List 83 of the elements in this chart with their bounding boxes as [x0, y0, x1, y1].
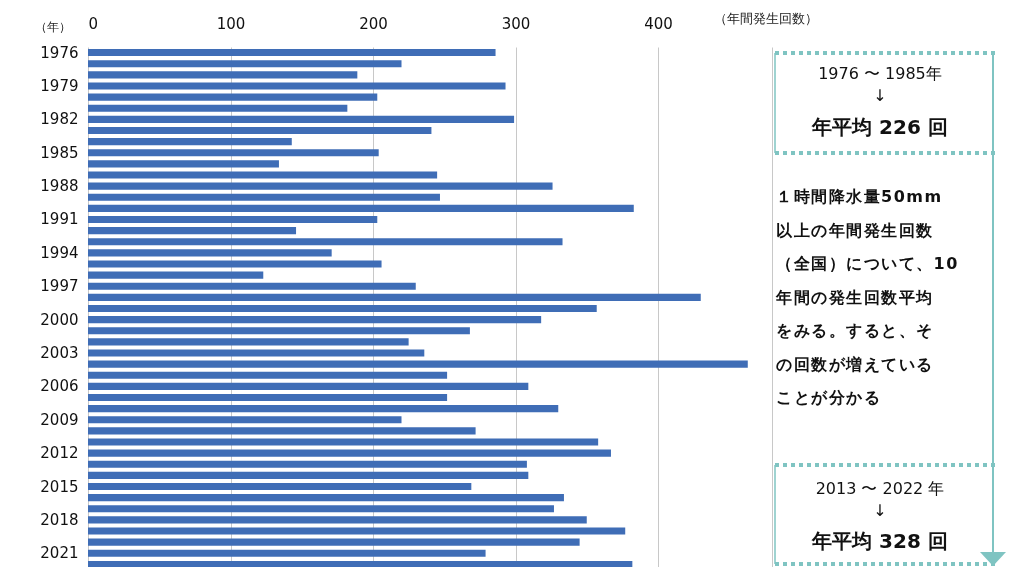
bar: [88, 460, 527, 468]
bar: [88, 49, 496, 57]
bar: [88, 327, 470, 335]
bar: [88, 360, 748, 368]
bar: [88, 238, 563, 246]
x-axis-title: （年間発生回数）: [713, 10, 818, 26]
bar: [88, 549, 486, 557]
y-tick-label: 2021: [40, 544, 79, 563]
bar: [88, 260, 382, 268]
y-tick-label: 2015: [40, 477, 79, 496]
bar: [88, 371, 448, 379]
bar: [88, 505, 554, 513]
bar: [88, 215, 378, 224]
bar: [88, 182, 553, 190]
text: 2013 〜 2022 年: [814, 479, 946, 500]
text: 年平均 226 回: [810, 114, 949, 141]
y-tick-label: 1979: [40, 76, 79, 95]
x-tick-label: 200: [359, 14, 388, 33]
y-tick-label: 1988: [40, 177, 79, 196]
bar: [88, 93, 378, 101]
x-tick-label: 100: [216, 14, 246, 33]
y-tick-label: 1994: [40, 243, 79, 262]
bar: [88, 115, 515, 123]
bar: [88, 449, 611, 457]
bar: [88, 382, 529, 390]
y-tick-label: 1985: [40, 143, 79, 162]
bar: [88, 393, 448, 402]
bar: [88, 204, 634, 212]
text: 年平均 328 回: [810, 528, 949, 555]
bar: [88, 438, 599, 446]
text: ↓: [872, 86, 888, 105]
bar: [88, 282, 416, 290]
y-tick-label: 1997: [40, 277, 79, 296]
bar: [88, 249, 332, 257]
bar: [88, 160, 279, 168]
bar: [88, 349, 425, 357]
bar: [88, 560, 633, 567]
x-tick-label: 0: [88, 14, 99, 33]
y-axis-title: （年）: [34, 19, 71, 34]
bar: [88, 227, 297, 235]
bar: [88, 416, 402, 424]
y-tick-label: 1982: [40, 110, 79, 129]
bar: [88, 104, 348, 112]
bar: [88, 471, 529, 479]
y-tick-label: 1991: [40, 210, 79, 229]
bar: [88, 338, 409, 346]
y-tick-label: 2012: [40, 444, 79, 463]
bar: [88, 538, 580, 546]
text: １時間降水量50mm: [776, 187, 943, 208]
text: ↓: [872, 501, 888, 520]
bar: [88, 126, 432, 135]
x-tick-label: 300: [501, 14, 531, 33]
bar: [88, 193, 440, 201]
text: をみる。すると、そ: [776, 321, 934, 342]
bar: [88, 293, 701, 301]
y-tick-label: 2003: [40, 344, 79, 363]
bar: [88, 405, 559, 413]
bar: [88, 427, 476, 435]
bar: [88, 516, 587, 524]
bar: [88, 527, 626, 535]
bar: [88, 71, 358, 79]
bar: [88, 494, 564, 502]
text: 以上の年間発生回数: [776, 220, 934, 242]
y-tick-label: 2018: [40, 510, 79, 529]
bar: [88, 138, 292, 146]
x-tick-label: 400: [644, 14, 673, 33]
y-tick-label: 2000: [40, 310, 79, 329]
bar: [88, 482, 472, 491]
y-tick-label: 1976: [40, 43, 79, 62]
bar: [88, 171, 438, 179]
text: の回数が増えている: [776, 354, 934, 376]
bar: [88, 271, 264, 279]
text: 年間の発生回数平均: [776, 287, 934, 309]
text: 1976 〜 1985年: [817, 64, 943, 85]
bar: [88, 82, 506, 90]
bar: [88, 60, 402, 68]
y-tick-label: 2009: [40, 410, 79, 429]
bar: [88, 149, 379, 157]
bar: [88, 316, 542, 324]
text: ことが分かる: [776, 388, 881, 409]
text: （全国）について、10: [776, 254, 959, 275]
y-tick-label: 2006: [40, 377, 79, 396]
bar: [88, 304, 597, 313]
